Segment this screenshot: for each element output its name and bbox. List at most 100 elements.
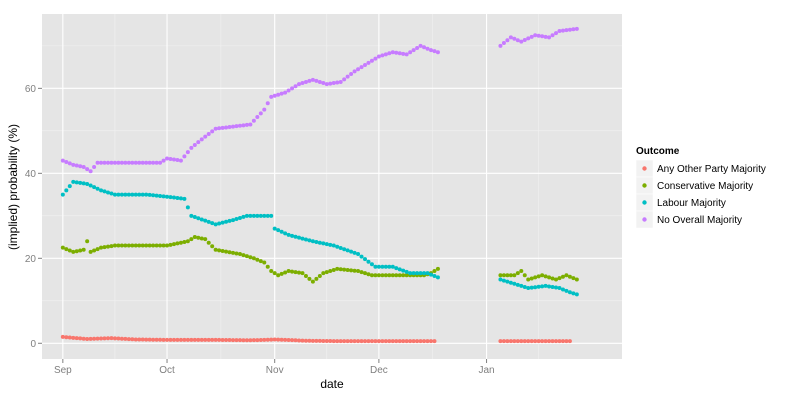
data-point [519, 269, 524, 274]
data-point [81, 181, 86, 186]
data-point [99, 245, 104, 250]
data-point [147, 160, 152, 165]
data-point [154, 160, 159, 165]
data-point [540, 284, 545, 289]
data-point [526, 277, 531, 282]
data-point [272, 337, 277, 342]
data-point [175, 195, 180, 200]
data-point [109, 191, 114, 196]
series-any-other-party-majority [60, 334, 572, 344]
data-point [158, 160, 163, 165]
data-point [60, 192, 65, 197]
data-point [505, 339, 510, 344]
data-point [241, 123, 246, 128]
data-point [317, 79, 322, 84]
data-point [505, 279, 510, 284]
data-point [369, 339, 374, 344]
data-point [376, 273, 381, 278]
data-point [314, 240, 319, 245]
data-point [300, 236, 305, 241]
data-point [557, 28, 562, 33]
data-point [435, 275, 440, 280]
data-point [251, 213, 256, 218]
data-point [349, 72, 354, 77]
series-conservative-majority [60, 235, 579, 284]
data-point [140, 160, 145, 165]
data-point [92, 336, 97, 341]
data-point [571, 27, 576, 32]
data-point [123, 243, 128, 248]
data-point [185, 337, 190, 342]
data-point [74, 249, 79, 254]
grid-minor [42, 14, 622, 359]
data-point [547, 339, 552, 344]
y-tick-label: 20 [25, 254, 37, 265]
data-point [522, 273, 527, 278]
data-point [366, 339, 371, 344]
data-point [258, 213, 263, 218]
data-point [522, 38, 527, 43]
x-axis: Sep Oct Nov Dec Jan [54, 359, 495, 376]
data-point [151, 337, 156, 342]
data-point [126, 243, 131, 248]
data-point [231, 124, 236, 129]
data-point [105, 160, 110, 165]
data-point [85, 181, 90, 186]
data-point [224, 219, 229, 224]
data-point [560, 339, 565, 344]
data-point [269, 94, 274, 99]
data-point [92, 164, 97, 169]
data-point [210, 129, 215, 134]
data-point [567, 339, 572, 344]
data-point [321, 241, 326, 246]
data-point [151, 160, 156, 165]
data-point [217, 248, 222, 253]
data-point [297, 338, 302, 343]
data-point [359, 339, 364, 344]
data-point [335, 80, 340, 85]
data-point [411, 48, 416, 53]
data-point [165, 156, 170, 161]
data-point [185, 239, 190, 244]
data-point [508, 339, 513, 344]
data-point [199, 236, 204, 241]
data-point [303, 79, 308, 84]
data-point [217, 337, 222, 342]
data-point [171, 242, 176, 247]
data-point [307, 78, 312, 83]
data-point [297, 235, 302, 240]
data-point [425, 46, 430, 51]
data-point [356, 67, 361, 72]
data-point [220, 125, 225, 130]
data-point [130, 337, 135, 342]
x-tick-label: Oct [159, 365, 175, 376]
data-point [244, 338, 249, 343]
legend-label: Labour Majority [657, 198, 726, 209]
data-point [293, 84, 298, 89]
data-point [213, 337, 218, 342]
data-point [335, 339, 340, 344]
data-point [554, 31, 559, 36]
data-point [328, 269, 333, 274]
data-point [105, 190, 110, 195]
data-point [192, 235, 197, 240]
data-point [418, 339, 423, 344]
data-point [234, 251, 239, 256]
legend-label: Conservative Majority [657, 181, 753, 192]
data-point [203, 218, 208, 223]
data-point [376, 54, 381, 59]
legend-title: Outcome [636, 146, 680, 157]
data-point [244, 254, 249, 259]
data-point [248, 338, 253, 343]
data-point [95, 160, 100, 165]
data-point [123, 160, 128, 165]
data-point [189, 145, 194, 150]
data-point [397, 273, 402, 278]
data-point [422, 271, 427, 276]
data-point [165, 243, 170, 248]
data-point [328, 339, 333, 344]
data-point [78, 336, 83, 341]
data-point [126, 337, 131, 342]
data-point [144, 192, 149, 197]
